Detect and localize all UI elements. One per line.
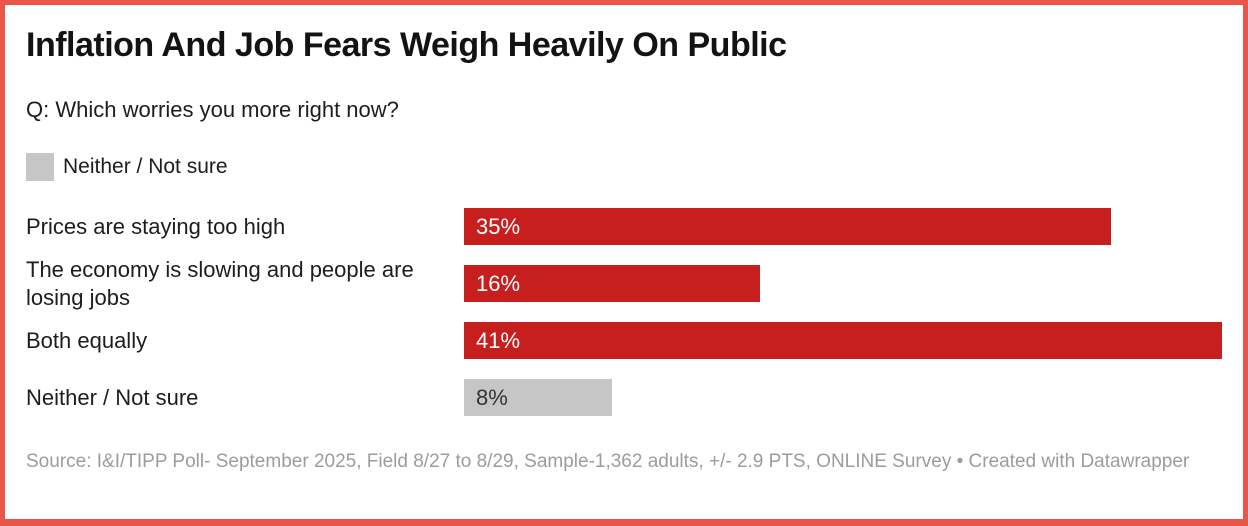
bar-track: 8% <box>464 379 1222 416</box>
source-byline: Source: I&I/TIPP Poll- September 2025, F… <box>26 451 1190 472</box>
chart-row: Both equally 41% <box>26 312 1222 369</box>
chart-subtitle: Q: Which worries you more right now? <box>26 97 399 122</box>
bar-value-label: 41% <box>476 327 521 353</box>
bar: 35% <box>464 208 1112 245</box>
chart-row: The economy is slowing and people are lo… <box>26 255 1222 312</box>
legend-swatch-icon <box>26 153 54 181</box>
bar-track: 41% <box>464 322 1222 359</box>
chart-row: Prices are staying too high 35% <box>26 198 1222 255</box>
chart-row: Neither / Not sure 8% <box>26 369 1222 426</box>
bar: 16% <box>464 265 760 302</box>
bar: 8% <box>464 379 612 416</box>
legend: Neither / Not sure <box>26 153 1222 181</box>
bar-track: 16% <box>464 265 1222 302</box>
category-label: Prices are staying too high <box>26 213 286 239</box>
chart-title: Inflation And Job Fears Weigh Heavily On… <box>26 26 787 64</box>
bar: 41% <box>464 322 1222 359</box>
category-label: Both equally <box>26 327 148 353</box>
category-label: The economy is slowing and people are lo… <box>26 256 414 310</box>
bar-value-label: 8% <box>476 384 508 410</box>
bar-track: 35% <box>464 208 1222 245</box>
category-label: Neither / Not sure <box>26 384 199 410</box>
chart-content: Inflation And Job Fears Weigh Heavily On… <box>5 25 1243 475</box>
bar-chart: Prices are staying too high 35% The econ… <box>26 198 1222 426</box>
bar-value-label: 35% <box>476 213 521 239</box>
bar-value-label: 16% <box>476 270 521 296</box>
legend-label: Neither / Not sure <box>63 155 228 178</box>
